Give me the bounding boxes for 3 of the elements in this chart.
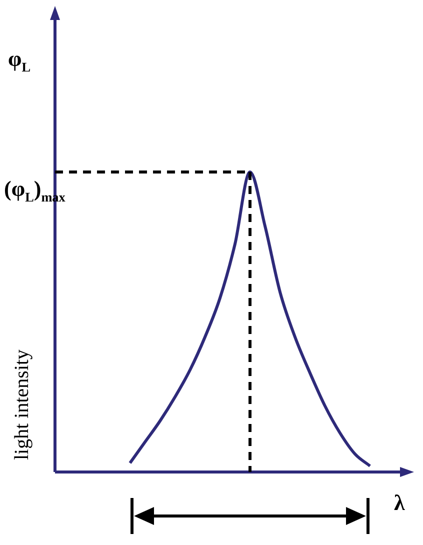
y-axis-title: light intensity — [11, 349, 33, 460]
x-axis-title: λ — [394, 490, 405, 515]
text: φ$_{L}$ — [8, 46, 31, 74]
